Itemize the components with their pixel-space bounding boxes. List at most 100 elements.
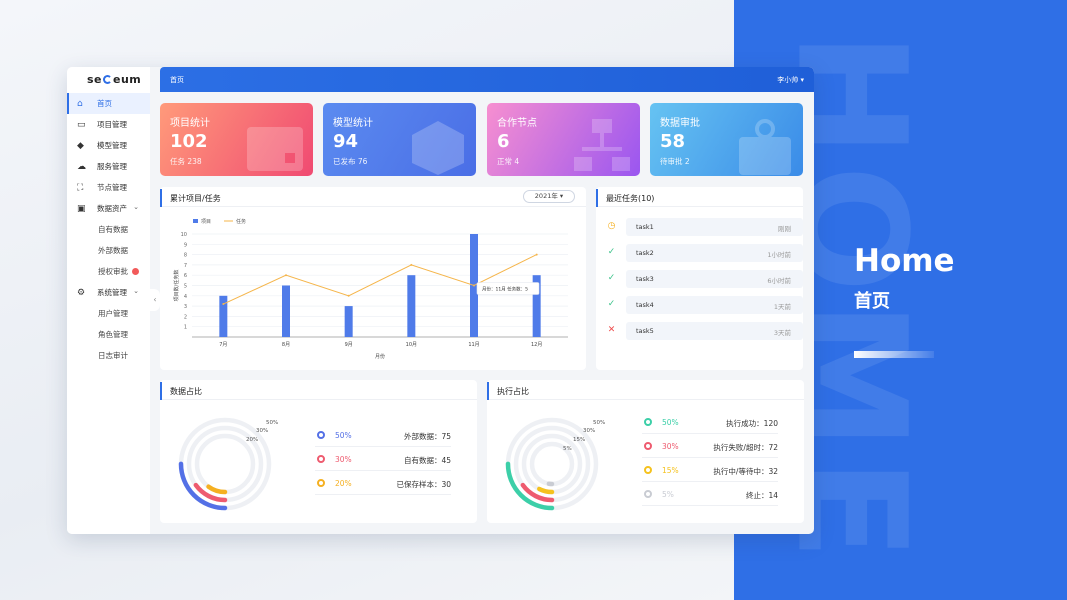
- legend-swatch: [193, 219, 198, 223]
- y-tick-label: 7: [184, 263, 187, 269]
- sidebar-item-10[interactable]: 用户管理: [67, 303, 150, 324]
- sidebar-item-6[interactable]: 自有数据: [67, 219, 150, 240]
- task-row[interactable]: ✕ task5 3天前: [606, 322, 803, 340]
- x-tick-label: 8月: [282, 342, 290, 348]
- legend-dot: [644, 466, 652, 474]
- check-icon: ✓: [607, 299, 616, 309]
- cloud-icon: ☁: [77, 161, 86, 172]
- stat-value: 102: [170, 131, 208, 152]
- gear-icon: ⚙: [77, 287, 86, 298]
- ring-arc: [178, 417, 272, 511]
- sidebar-item-11[interactable]: 角色管理: [67, 324, 150, 345]
- legend-row: 30% 自有数据：45: [315, 448, 451, 471]
- sidebar-item-2[interactable]: ◆ 模型管理: [67, 135, 150, 156]
- stat-value: 94: [333, 131, 359, 152]
- legend-row: 5% 终止：14: [642, 483, 778, 506]
- panel-title: 最近任务(10): [606, 194, 655, 203]
- sidebar-item-1[interactable]: ▭ 项目管理: [67, 114, 150, 135]
- sidebar-item-0[interactable]: ⌂ 首页: [67, 93, 150, 114]
- ring-label: 30%: [583, 428, 595, 434]
- chart-panel: 累计项目/任务 2021年 ▾ 1 2 3 4 5 6 7 8 9 10 7月 8月 9月 10月 11月 1…: [160, 187, 586, 370]
- sidebar-item-9[interactable]: ⚙ 系统管理 ⌄: [67, 282, 150, 303]
- sidebar-item-7[interactable]: 外部数据: [67, 240, 150, 261]
- sidebar-item-label: 日志审计: [98, 351, 128, 360]
- legend-percent: 20%: [335, 479, 352, 488]
- sidebar-item-label: 外部数据: [98, 246, 128, 255]
- y-tick-label: 6: [184, 273, 187, 279]
- home-icon: ⌂: [77, 98, 83, 109]
- database-icon: ▣: [77, 203, 86, 214]
- cube-icon: [412, 121, 464, 175]
- legend-row: 20% 已保存样本：30: [315, 472, 451, 495]
- close-icon: ✕: [607, 325, 616, 335]
- stat-card-models[interactable]: 模型统计 94 已发布 76: [323, 103, 476, 176]
- x-tick-label: 10月: [406, 342, 417, 348]
- y-axis-label: 项目数/任务数: [173, 270, 180, 302]
- legend-row: 15% 执行中/等待中：32: [642, 459, 778, 482]
- breadcrumb[interactable]: 首页: [170, 76, 184, 84]
- task-row[interactable]: ✓ task2 1小时前: [606, 244, 803, 262]
- task-bar: [626, 218, 803, 236]
- bar: [532, 275, 541, 337]
- user-menu[interactable]: 李小帅 ▾: [777, 76, 804, 84]
- sidebar-item-5[interactable]: ▣ 数据资产 ⌄: [67, 198, 150, 219]
- ring-arc: [513, 425, 591, 503]
- collapse-sidebar-button[interactable]: ‹: [150, 289, 160, 311]
- y-tick-label: 2: [184, 314, 187, 320]
- sidebar-item-12[interactable]: 日志审计: [67, 345, 150, 366]
- legend-percent: 50%: [662, 418, 679, 427]
- sidebar-item-label: 系统管理: [97, 288, 127, 297]
- task-row[interactable]: ◷ task1 刚刚: [606, 218, 803, 236]
- bar: [219, 295, 228, 337]
- stat-title: 模型统计: [333, 118, 373, 129]
- sidebar-item-3[interactable]: ☁ 服务管理: [67, 156, 150, 177]
- stat-card-approvals[interactable]: 数据审批 58 待审批 2: [650, 103, 803, 176]
- ring-label: 5%: [563, 446, 572, 452]
- panel-title: 数据占比: [170, 387, 202, 396]
- logo[interactable]: se eum: [87, 73, 142, 86]
- y-tick-label: 4: [184, 294, 187, 300]
- sidebar-item-label: 用户管理: [98, 309, 128, 318]
- stat-value: 6: [497, 131, 510, 152]
- exec-ratio-panel: 执行占比 50% 30% 15% 5% 50% 执行成功：120 30% 执行失败/超时：7…: [487, 380, 804, 523]
- sidebar-item-label: 首页: [97, 99, 112, 108]
- legend-percent: 30%: [662, 442, 679, 451]
- sidebar-nav: ⌂ 首页 ▭ 项目管理 ◆ 模型管理 ☁ 服务管理 ⛶ 节点管理 ▣ 数据资产 ⌄ 自有数据外部数据授权审…: [67, 93, 150, 366]
- y-tick-label: 3: [184, 304, 187, 310]
- sidebar-item-label: 授权审批: [98, 267, 128, 276]
- sidebar-item-label: 自有数据: [98, 225, 128, 234]
- year-select[interactable]: 2021年 ▾: [523, 190, 575, 203]
- legend-label: 外部数据：75: [403, 432, 451, 441]
- task-time: 刚刚: [778, 225, 791, 233]
- line-point: [222, 303, 225, 306]
- line-point: [535, 253, 538, 256]
- task-row[interactable]: ✓ task3 6小时前: [606, 270, 803, 288]
- legend-percent: 30%: [335, 455, 352, 464]
- stat-card-projects[interactable]: 项目统计 102 任务 238: [160, 103, 313, 176]
- sidebar-item-8[interactable]: 授权审批: [67, 261, 150, 282]
- sidebar-item-label: 模型管理: [97, 141, 127, 150]
- line-point: [285, 274, 287, 277]
- stat-title: 项目统计: [170, 118, 210, 129]
- ring-label: 15%: [573, 437, 585, 443]
- y-tick-label: 1: [184, 325, 187, 331]
- sidebar: se eum ⌂ 首页 ▭ 项目管理 ◆ 模型管理 ☁ 服务管理 ⛶ 节点管理 ▣ 数据资产 ⌄ 自有数据外…: [67, 67, 150, 534]
- data-ratio-rings: 50% 30% 20%: [178, 417, 278, 511]
- ring-label: 50%: [593, 420, 605, 426]
- legend-label: 自有数据：45: [403, 456, 451, 465]
- task-name: task4: [636, 301, 654, 309]
- task-time: 3天前: [773, 329, 791, 337]
- y-tick-label: 10: [181, 232, 187, 238]
- sidebar-item-4[interactable]: ⛶ 节点管理: [67, 177, 150, 198]
- check-icon: ✓: [607, 273, 616, 283]
- task-row[interactable]: ✓ task4 1天前: [606, 296, 803, 314]
- task-name: task1: [636, 223, 654, 231]
- recent-tasks-panel: 最近任务(10) ◷ task1 刚刚 ✓ task2 1小时前 ✓ task3 6小时前 ✓ ta…: [596, 187, 803, 370]
- exec-ratio-rings: 50% 30% 15%5%: [505, 417, 605, 511]
- ring-arc: [194, 433, 256, 495]
- legend-row: 30% 执行失败/超时：72: [642, 435, 778, 458]
- ring-arc: [505, 417, 599, 511]
- stat-card-nodes[interactable]: 合作节点 6 正常 4: [487, 103, 640, 176]
- task-time: 1小时前: [767, 251, 791, 259]
